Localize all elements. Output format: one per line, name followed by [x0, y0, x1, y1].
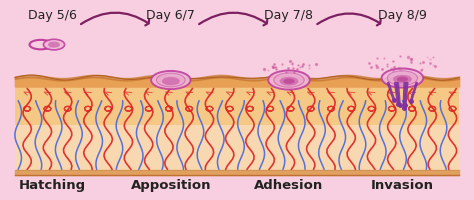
Ellipse shape [274, 73, 304, 88]
Ellipse shape [280, 77, 299, 86]
Ellipse shape [393, 75, 412, 84]
Ellipse shape [268, 71, 310, 90]
Text: Hatching: Hatching [19, 178, 86, 191]
Text: Adhesion: Adhesion [255, 178, 324, 191]
Ellipse shape [48, 42, 60, 48]
Ellipse shape [156, 74, 185, 87]
Text: Apposition: Apposition [130, 178, 211, 191]
Ellipse shape [151, 72, 191, 90]
FancyBboxPatch shape [15, 125, 459, 175]
Ellipse shape [397, 77, 408, 82]
Polygon shape [15, 171, 459, 175]
FancyBboxPatch shape [15, 84, 459, 175]
Ellipse shape [382, 69, 423, 88]
Ellipse shape [162, 78, 180, 86]
Ellipse shape [283, 79, 295, 84]
Text: Day 5/6: Day 5/6 [28, 9, 77, 22]
Text: Invasion: Invasion [371, 178, 434, 191]
Text: Day 8/9: Day 8/9 [378, 9, 427, 22]
Ellipse shape [387, 71, 418, 86]
Ellipse shape [44, 40, 64, 51]
Text: Day 6/7: Day 6/7 [146, 9, 195, 22]
Text: Day 7/8: Day 7/8 [264, 9, 313, 22]
